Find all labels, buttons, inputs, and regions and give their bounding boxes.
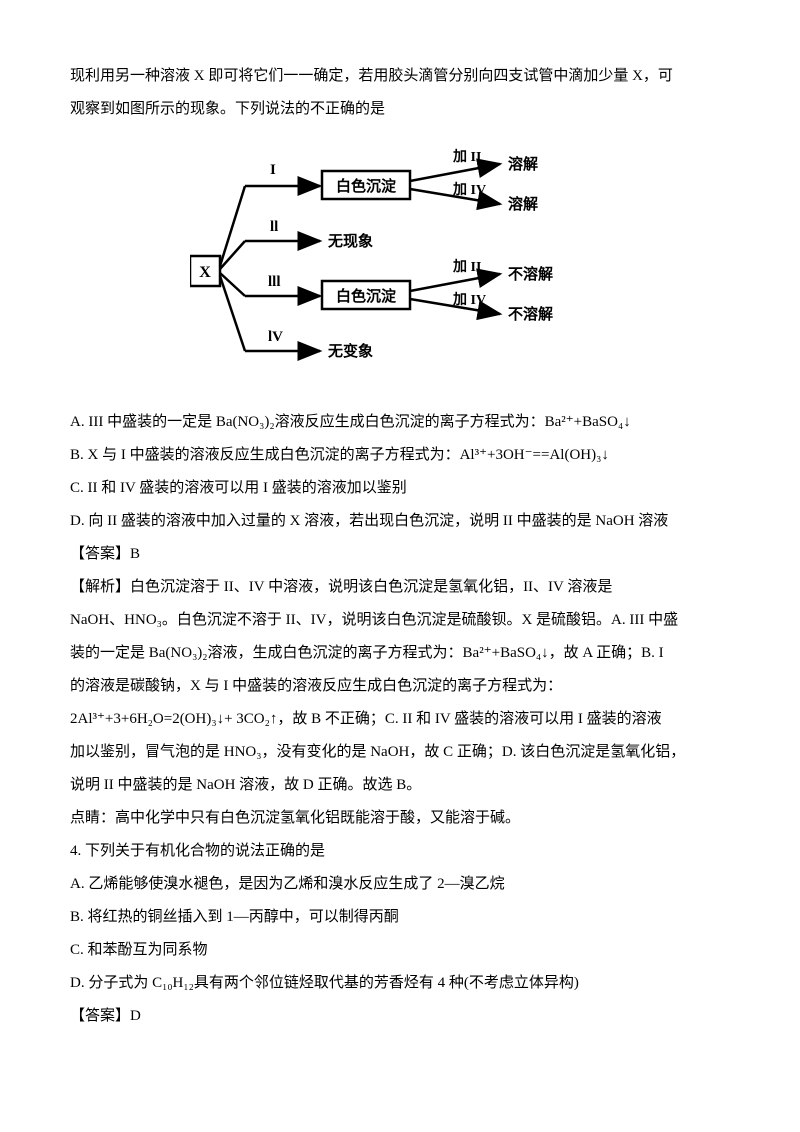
q4-option-b: B. 将红热的铜丝插入到 1—丙醇中，可以制得丙酮 (70, 901, 730, 934)
svg-text:lll: lll (268, 274, 281, 290)
svg-text:溶解: 溶解 (508, 195, 538, 213)
q3-answer: 【答案】B (70, 538, 730, 571)
q4-option-d: D. 分子式为 C₁₀H₁₂具有两个邻位链烃取代基的芳香烃有 4 种(不考虑立体… (70, 967, 730, 1000)
intro-line2: 观察到如图所示的现象。下列说法的不正确的是 (70, 93, 730, 126)
q3-explanation-line3: 装的一定是 Ba(NO₃)₂溶液，生成白色沉淀的离子方程式为：Ba²⁺+BaSO… (70, 637, 730, 670)
intro-line1: 现利用另一种溶液 X 即可将它们一一确定，若用胶头滴管分别向四支试管中滴加少量 … (70, 60, 730, 93)
q3-answer-value: B (130, 546, 140, 562)
q4-answer: 【答案】D (70, 1000, 730, 1033)
q3-option-c: C. II 和 IV 盛装的溶液可以用 I 盛装的溶液加以鉴别 (70, 472, 730, 505)
q4-stem: 4. 下列关于有机化合物的说法正确的是 (70, 835, 730, 868)
q3-explanation-line7: 说明 II 中盛装的是 NaOH 溶液，故 D 正确。故选 B。 (70, 769, 730, 802)
flow-diagram: X I 白色沉淀 加 II 溶解 加 IV 溶解 ll 无现象 lll 白色沉淀… (190, 146, 610, 381)
svg-text:加 II: 加 II (452, 149, 481, 165)
q3-option-d: D. 向 II 盛装的溶液中加入过量的 X 溶液，若出现白色沉淀，说明 II 中… (70, 505, 730, 538)
q3-explanation-line4: 的溶液是碳酸钠，X 与 I 中盛装的溶液反应生成白色沉淀的离子方程式为： (70, 670, 730, 703)
q3-explanation-line6: 加以鉴别，冒气泡的是 HNO₃，没有变化的是 NaOH，故 C 正确；D. 该白… (70, 736, 730, 769)
svg-text:lV: lV (268, 329, 283, 345)
exp-label: 【解析】 (70, 579, 130, 595)
q3-explanation-line5: 2Al³⁺+3+6H₂O=2(OH)₃↓+ 3CO₂↑，故 B 不正确；C. I… (70, 703, 730, 736)
q3-tip: 点睛：高中化学中只有白色沉淀氢氧化铝既能溶于酸，又能溶于碱。 (70, 802, 730, 835)
q3-explanation-line1: 【解析】白色沉淀溶于 II、IV 中溶液，说明该白色沉淀是氢氧化铝，II、IV … (70, 571, 730, 604)
answer-label: 【答案】 (70, 546, 130, 562)
svg-text:溶解: 溶解 (508, 155, 538, 173)
svg-text:不溶解: 不溶解 (508, 265, 553, 283)
svg-text:I: I (270, 162, 276, 178)
svg-text:白色沉淀: 白色沉淀 (336, 287, 397, 305)
q4-answer-value: D (130, 1008, 141, 1024)
exp-text-1: 白色沉淀溶于 II、IV 中溶液，说明该白色沉淀是氢氧化铝，II、IV 溶液是 (130, 579, 612, 595)
q4-option-c: C. 和苯酚互为同系物 (70, 934, 730, 967)
x-box-label: X (199, 264, 211, 281)
answer-label-2: 【答案】 (70, 1008, 130, 1024)
q3-option-b: B. X 与 I 中盛装的溶液反应生成白色沉淀的离子方程式为：Al³⁺+3OH⁻… (70, 439, 730, 472)
svg-text:ll: ll (270, 219, 278, 235)
svg-text:加 II: 加 II (452, 259, 481, 275)
svg-text:不溶解: 不溶解 (508, 305, 553, 323)
svg-text:白色沉淀: 白色沉淀 (336, 177, 397, 195)
q3-option-a: A. III 中盛装的一定是 Ba(NO₃)₂溶液反应生成白色沉淀的离子方程式为… (70, 406, 730, 439)
svg-text:无现象: 无现象 (327, 232, 373, 250)
svg-text:无变象: 无变象 (327, 342, 373, 360)
q4-option-a: A. 乙烯能够使溴水褪色，是因为乙烯和溴水反应生成了 2—溴乙烷 (70, 868, 730, 901)
q3-explanation-line2: NaOH、HNO₃。白色沉淀不溶于 II、IV，说明该白色沉淀是硫酸钡。X 是硫… (70, 604, 730, 637)
